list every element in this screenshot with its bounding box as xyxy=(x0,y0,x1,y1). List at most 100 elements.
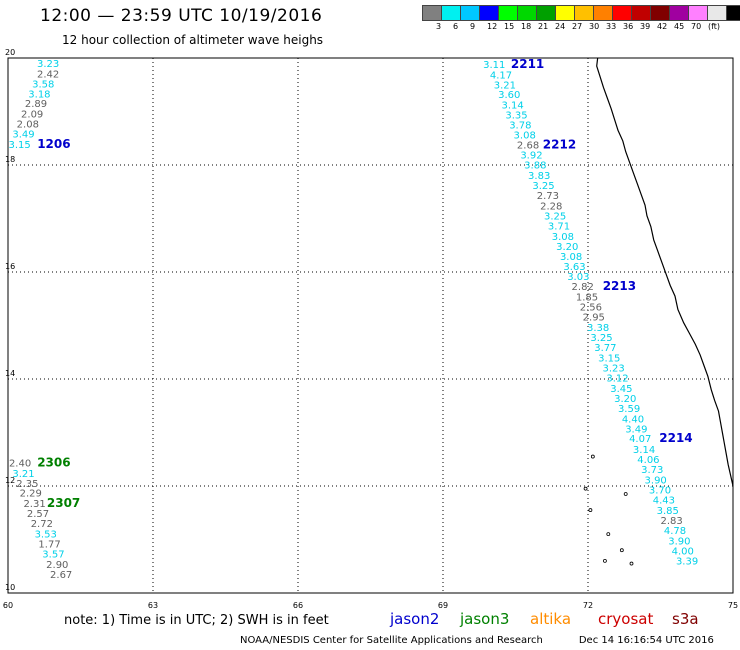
wave-height-value: 3.18 xyxy=(28,90,50,101)
wave-height-value: 1.85 xyxy=(576,292,598,303)
color-scale-label: 33 xyxy=(606,22,617,31)
pass-number-label: 2211 xyxy=(511,57,544,71)
wave-height-value: 4.40 xyxy=(622,414,644,425)
wave-height-value: 3.53 xyxy=(35,529,57,540)
color-scale-label: 27 xyxy=(572,22,583,31)
island xyxy=(623,492,628,496)
wave-height-value: 3.25 xyxy=(544,212,566,223)
satellite-legend-cryosat: cryosat xyxy=(598,610,654,628)
color-swatch xyxy=(517,5,537,21)
wave-height-value: 2.08 xyxy=(17,120,39,131)
x-tick-label: 72 xyxy=(583,601,593,610)
color-swatch xyxy=(498,5,518,21)
pass-number-label: 2306 xyxy=(37,456,70,470)
color-swatch xyxy=(669,5,689,21)
color-swatch xyxy=(650,5,670,21)
island xyxy=(606,532,611,537)
satellite-legend-s3a: s3a xyxy=(672,610,699,628)
wave-height-value: 3.63 xyxy=(563,262,585,273)
wave-height-value: 3.71 xyxy=(548,222,570,233)
wave-height-value: 3.21 xyxy=(494,80,516,91)
page-title: 12:00 — 23:59 UTC 10/19/2016 xyxy=(40,6,323,26)
wave-height-value: 3.85 xyxy=(657,506,679,517)
pass-number-label: 2212 xyxy=(543,137,576,151)
color-swatch xyxy=(726,5,740,21)
coastline xyxy=(596,57,734,487)
wave-height-value: 3.57 xyxy=(42,550,64,561)
wave-height-value: 2.89 xyxy=(25,99,47,110)
wave-height-value: 2.68 xyxy=(517,140,539,151)
color-scale-label: 39 xyxy=(640,22,651,31)
x-tick-label: 60 xyxy=(3,601,13,610)
footer: NOAA/NESDIS Center for Satellite Applica… xyxy=(240,635,714,646)
color-swatch xyxy=(441,5,461,21)
wave-height-value: 4.43 xyxy=(653,496,675,507)
y-tick-label: 14 xyxy=(5,369,15,378)
x-tick-label: 66 xyxy=(293,601,303,610)
wave-height-value: 3.78 xyxy=(509,121,531,132)
wave-height-value: 2.42 xyxy=(37,69,59,80)
color-scale-label: 3 xyxy=(436,22,442,31)
wave-height-value: 3.12 xyxy=(606,374,628,385)
wave-height-value: 2.90 xyxy=(46,560,68,571)
wave-height-value: 3.58 xyxy=(32,79,54,90)
island xyxy=(603,559,607,563)
color-swatch xyxy=(612,5,632,21)
wave-height-value: 2.82 xyxy=(572,282,594,293)
wave-height-value: 2.95 xyxy=(583,313,605,324)
units-note: note: 1) Time is in UTC; 2) SWH is in fe… xyxy=(64,613,329,628)
wave-height-value: 4.06 xyxy=(637,455,659,466)
island xyxy=(590,454,595,459)
wave-height-value: 3.90 xyxy=(668,536,690,547)
wave-height-value: 2.56 xyxy=(580,303,602,314)
wave-height-value: 2.57 xyxy=(27,509,49,520)
footer-credit: NOAA/NESDIS Center for Satellite Applica… xyxy=(240,635,543,646)
wave-height-value: 3.08 xyxy=(514,130,536,141)
page-subtitle: 12 hour collection of altimeter wave hei… xyxy=(62,33,324,47)
wave-height-value: 2.28 xyxy=(540,201,562,212)
wave-height-value: 3.20 xyxy=(556,242,578,253)
wave-height-value: 3.14 xyxy=(633,445,655,456)
wave-height-value: 4.00 xyxy=(672,546,694,557)
wave-height-value: 3.88 xyxy=(524,161,546,172)
color-swatch xyxy=(688,5,708,21)
wave-height-value: 3.73 xyxy=(641,465,663,476)
y-tick-label: 20 xyxy=(5,48,15,57)
wave-height-value: 3.25 xyxy=(590,333,612,344)
color-swatch xyxy=(422,5,442,21)
wave-height-value: 4.78 xyxy=(664,526,686,537)
color-swatch xyxy=(555,5,575,21)
map-frame xyxy=(7,57,734,594)
wave-height-value: 3.11 xyxy=(483,60,505,71)
wave-height-value: 3.45 xyxy=(610,384,632,395)
wave-height-value: 3.59 xyxy=(618,404,640,415)
wave-height-value: 2.72 xyxy=(31,519,53,530)
wave-height-value: 3.08 xyxy=(560,252,582,263)
wave-height-value: 1.77 xyxy=(38,540,60,551)
wave-height-value: 2.40 xyxy=(9,459,31,470)
wave-height-value: 2.35 xyxy=(16,479,38,490)
color-scale-label: 15 xyxy=(504,22,515,31)
color-scale-label: 42 xyxy=(657,22,668,31)
wave-height-value: 3.70 xyxy=(649,485,671,496)
color-swatch xyxy=(631,5,651,21)
color-swatch xyxy=(536,5,556,21)
wave-height-value: 2.09 xyxy=(21,109,43,120)
island xyxy=(588,508,593,512)
color-scale-label: 24 xyxy=(555,22,566,31)
color-scale-label: 6 xyxy=(453,22,459,31)
wave-height-value: 3.38 xyxy=(587,323,609,334)
wave-height-value: 3.90 xyxy=(645,475,667,486)
color-scale-label: 70 xyxy=(691,22,702,31)
y-tick-label: 18 xyxy=(5,155,15,164)
wave-height-value: 3.23 xyxy=(37,59,59,70)
y-tick-label: 16 xyxy=(5,262,15,271)
x-tick-label: 75 xyxy=(728,601,738,610)
color-scale-label: 45 xyxy=(674,22,685,31)
wave-height-value: 3.08 xyxy=(552,232,574,243)
y-tick-label: 12 xyxy=(5,476,15,485)
wave-height-value: 2.67 xyxy=(50,570,72,581)
wave-height-value: 2.83 xyxy=(660,516,682,527)
island xyxy=(583,486,588,491)
